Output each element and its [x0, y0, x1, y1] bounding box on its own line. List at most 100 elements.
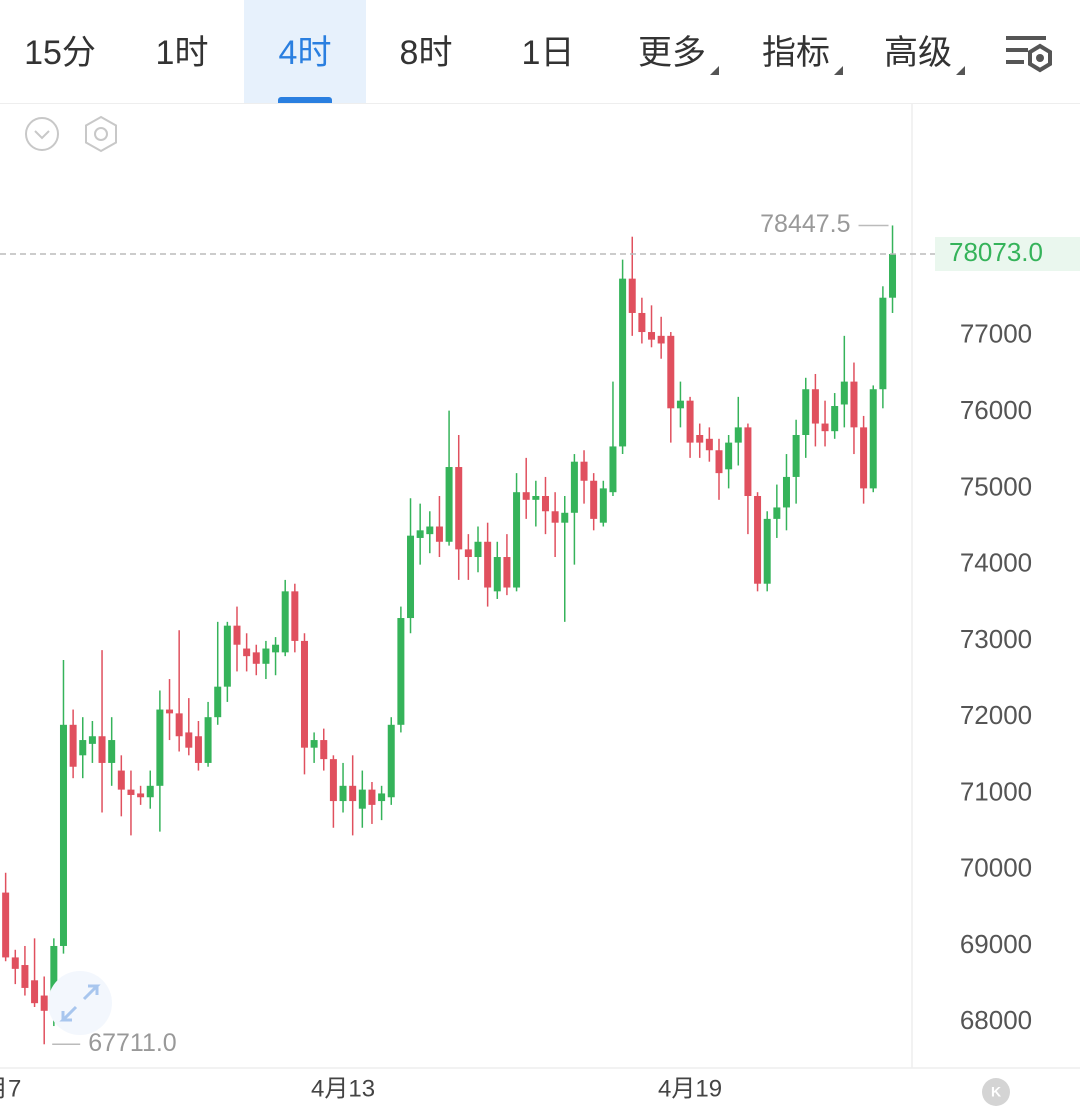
- candle-body: [407, 535, 415, 619]
- candle-body: [474, 541, 482, 558]
- candle-body: [744, 427, 752, 497]
- candle-body: [734, 427, 742, 443]
- candle-body: [291, 591, 299, 641]
- candle-body: [166, 709, 174, 714]
- candle-body: [455, 467, 463, 550]
- y-tick-label: 69000: [960, 929, 1032, 959]
- period-tabs: 15分 1时 4时 8时 1日 更多 指标 高级: [0, 0, 1080, 104]
- candle-body: [551, 511, 559, 523]
- settings-icon[interactable]: [1006, 36, 1052, 73]
- candle-body: [339, 785, 347, 802]
- collapse-icon[interactable]: [25, 117, 59, 151]
- period-tab[interactable]: 指标: [762, 34, 830, 72]
- candle-body: [821, 423, 829, 432]
- candle-body: [387, 724, 395, 798]
- candle-body: [204, 717, 212, 763]
- candle-body: [50, 945, 58, 1011]
- candle-body: [435, 526, 443, 542]
- candle-body: [802, 389, 810, 435]
- candle-body: [175, 713, 183, 737]
- candle-body: [619, 278, 627, 447]
- hex-settings-icon[interactable]: [85, 115, 117, 153]
- candle-body: [464, 549, 472, 558]
- candle-body: [513, 492, 521, 588]
- candle-body: [667, 335, 675, 409]
- candle-body: [223, 625, 231, 687]
- period-tab[interactable]: 1时: [155, 34, 209, 72]
- y-tick-label: 76000: [960, 395, 1032, 425]
- candle-body: [686, 400, 694, 443]
- candle-body: [300, 640, 308, 748]
- period-tab[interactable]: 15分: [24, 34, 96, 72]
- x-tick-label: 4月19: [658, 1075, 722, 1102]
- candle-body: [532, 496, 540, 500]
- candle-body: [137, 793, 145, 798]
- candle-body: [676, 400, 684, 409]
- candle-body: [368, 789, 376, 805]
- candle-body: [889, 254, 897, 298]
- candle-body: [570, 461, 578, 513]
- candle-body: [493, 557, 501, 592]
- x-tick-label: 4月7: [0, 1075, 21, 1102]
- candle-body: [252, 652, 260, 664]
- candle-body: [860, 427, 868, 489]
- candle-body: [156, 709, 164, 786]
- candle-body: [127, 789, 135, 795]
- candle-body: [638, 312, 646, 333]
- svg-text:K: K: [991, 1084, 1001, 1100]
- candle-body: [69, 724, 77, 767]
- y-tick-label: 74000: [960, 548, 1032, 578]
- candle-body: [40, 995, 48, 1011]
- y-tick-label: 73000: [960, 624, 1032, 654]
- dropdown-arrow: [710, 66, 719, 75]
- candle-body: [869, 389, 877, 489]
- candle-body: [831, 406, 839, 432]
- candle-body: [840, 381, 848, 405]
- candle-body: [773, 507, 781, 519]
- expand-icon[interactable]: [48, 971, 112, 1035]
- candle-body: [445, 467, 453, 542]
- candle-body: [146, 785, 154, 798]
- candle-body: [715, 450, 723, 474]
- candle-body: [696, 434, 704, 443]
- candle-body: [358, 789, 366, 809]
- candle-body: [349, 785, 357, 802]
- candle-body: [59, 724, 67, 946]
- y-tick-label: 77000: [960, 319, 1032, 349]
- candle-body: [397, 618, 405, 725]
- dropdown-arrow: [956, 66, 965, 75]
- candle-body: [541, 496, 549, 512]
- candle-body: [503, 557, 511, 588]
- candle-body: [272, 644, 280, 653]
- candle-body: [243, 648, 251, 657]
- y-tick-label: 71000: [960, 776, 1032, 806]
- candle-body: [628, 278, 636, 313]
- candle-body: [2, 892, 10, 958]
- period-tab[interactable]: 高级: [884, 34, 952, 72]
- candle-body: [88, 736, 96, 744]
- candle-body: [657, 335, 665, 344]
- candle-body: [117, 770, 125, 790]
- candle-body: [725, 442, 733, 470]
- period-tab[interactable]: 8时: [399, 34, 453, 72]
- y-tick-label: 72000: [960, 700, 1032, 730]
- candle-body: [754, 496, 762, 584]
- candle-body: [233, 625, 241, 645]
- candle-body: [320, 740, 328, 760]
- last-price-tag: [935, 237, 1080, 272]
- candle-body: [262, 648, 270, 664]
- candle-body: [378, 793, 386, 802]
- candle-body: [426, 526, 434, 535]
- candle-body: [310, 740, 318, 748]
- k-icon[interactable]: K: [982, 1078, 1010, 1106]
- candle-body: [329, 759, 337, 802]
- candle-body: [21, 965, 29, 988]
- period-tab[interactable]: 4时: [244, 0, 366, 103]
- period-tab[interactable]: 1日: [521, 34, 575, 72]
- candle-body: [281, 591, 289, 653]
- candle-body: [811, 389, 819, 424]
- period-tab[interactable]: 更多: [638, 34, 706, 72]
- candle-body: [79, 740, 87, 756]
